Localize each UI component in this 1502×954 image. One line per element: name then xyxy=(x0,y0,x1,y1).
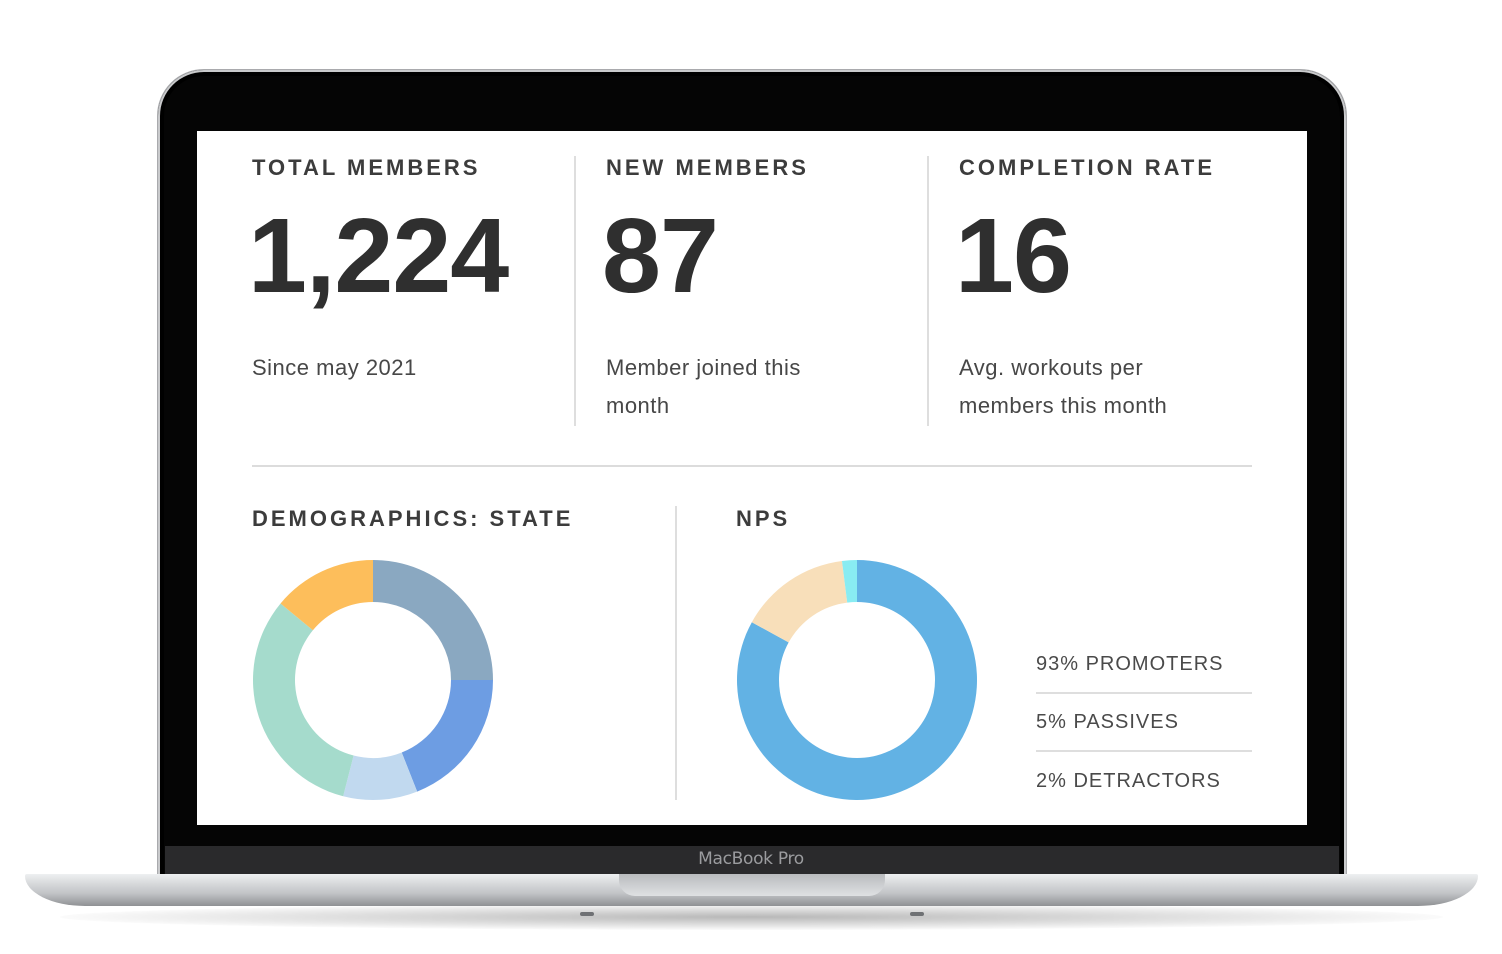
demographics-slice-3 xyxy=(252,603,354,797)
legend-item-promoters: 93% PROMOTERS xyxy=(1036,636,1252,694)
stat-value: 1,224 xyxy=(248,197,509,315)
demographics-slice-2 xyxy=(343,752,418,800)
laptop-opening-notch xyxy=(619,874,885,896)
demographics-slice-1 xyxy=(401,680,493,792)
nps-legend: 93% PROMOTERS 5% PASSIVES 2% DETRACTORS xyxy=(1036,636,1252,810)
stat-divider xyxy=(574,156,576,426)
nps-donut-chart xyxy=(737,560,977,800)
stat-description: Avg. workouts per members this month xyxy=(959,355,1168,418)
stat-divider xyxy=(927,156,929,426)
stat-label: NEW MEMBERS xyxy=(606,155,809,180)
laptop-foot-left xyxy=(580,912,594,916)
legend-item-detractors: 2% DETRACTORS xyxy=(1036,769,1221,792)
nps-slice-0 xyxy=(737,560,977,800)
stat-label: TOTAL MEMBERS xyxy=(252,155,481,180)
section-vertical-divider xyxy=(675,506,677,800)
section-divider xyxy=(252,465,1252,467)
nps-title: NPS xyxy=(736,506,791,531)
stat-description: Since may 2021 xyxy=(252,355,417,380)
stat-description: Member joined this month xyxy=(606,355,801,418)
stat-label: COMPLETION RATE xyxy=(959,155,1216,180)
laptop-brand-label: MacBook Pro xyxy=(698,849,804,869)
stat-value: 16 xyxy=(955,197,1072,315)
laptop-foot-right xyxy=(910,912,924,916)
demographics-slice-4 xyxy=(280,560,373,631)
stat-value: 87 xyxy=(602,197,719,315)
legend-item-passives: 5% PASSIVES xyxy=(1036,694,1252,752)
nps-slice-2 xyxy=(841,560,857,603)
nps-slice-1 xyxy=(751,560,848,643)
dashboard-screen: TOTAL MEMBERS 1,224 Since may 2021 NEW M… xyxy=(197,131,1307,825)
demographics-title: DEMOGRAPHICS: STATE xyxy=(252,506,574,531)
demographics-donut-chart xyxy=(252,560,493,800)
laptop-chin xyxy=(165,846,1339,876)
laptop-shadow xyxy=(60,904,1443,930)
demographics-slice-0 xyxy=(373,560,493,680)
